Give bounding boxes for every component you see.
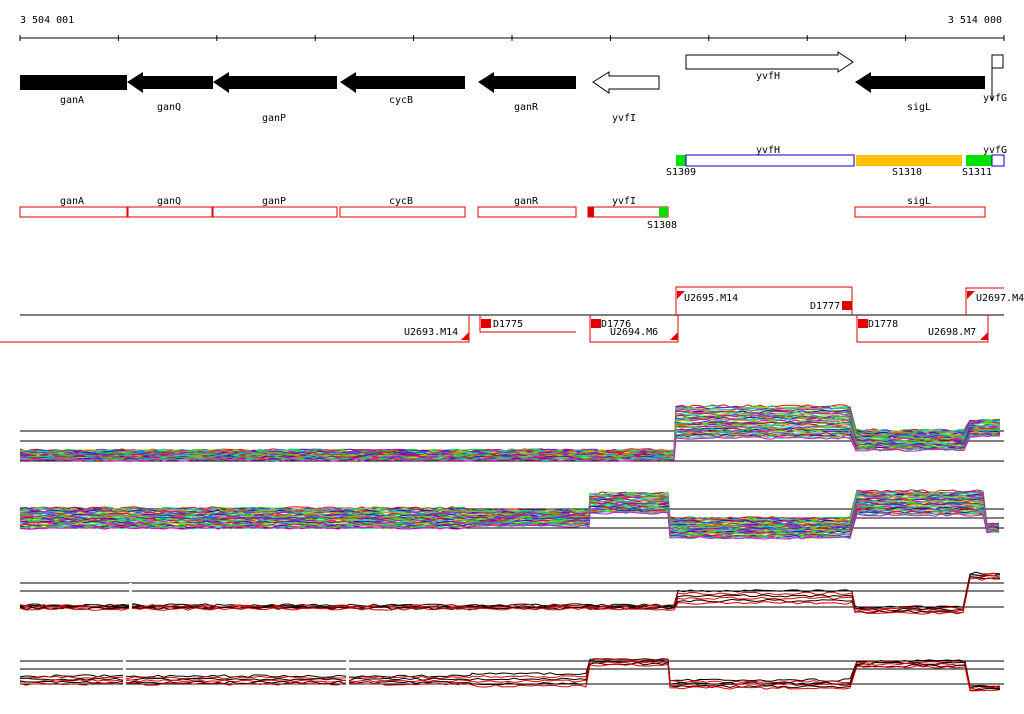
expression-profile <box>19 577 1001 615</box>
gene <box>340 72 465 93</box>
transcript-line <box>0 315 470 343</box>
transcript-label: D1776 <box>601 319 631 330</box>
gene-label: ganR <box>514 102 539 113</box>
transcript-end <box>980 332 988 340</box>
track-gap <box>129 583 132 612</box>
gene <box>592 71 660 94</box>
transcript-label: U2695.M14 <box>684 293 738 304</box>
gene-label: sigL <box>907 102 931 113</box>
operon-label: ganA <box>60 196 84 207</box>
gene-label: yvfI <box>612 113 636 124</box>
operon <box>854 206 986 218</box>
operons <box>19 206 986 218</box>
operon <box>127 206 213 218</box>
operon-label: ganR <box>514 196 539 207</box>
transcript-label: U2698.M7 <box>928 327 976 338</box>
operon <box>477 206 577 218</box>
operon-label: yvfI <box>612 196 636 207</box>
operon <box>339 206 466 218</box>
gene-label: yvfH <box>756 71 780 82</box>
transcript-line <box>965 287 1004 315</box>
gene <box>685 51 854 73</box>
transcript-end <box>967 291 975 299</box>
track-gap <box>123 657 126 690</box>
segments <box>676 154 1005 167</box>
transcript-line <box>675 286 852 315</box>
expression-profile <box>19 573 1001 612</box>
segment <box>991 154 1005 167</box>
segment-gene: yvfH <box>756 145 780 156</box>
transcript-label: D1778 <box>868 319 898 330</box>
transcript-label: D1777 <box>810 301 840 312</box>
expression-profile <box>19 573 1001 610</box>
segment <box>966 155 992 166</box>
expression-profile <box>19 660 1001 690</box>
segment <box>676 155 686 166</box>
transcript-end <box>461 332 469 340</box>
transcript-end <box>858 319 868 328</box>
expression-profile <box>19 510 1000 540</box>
segment-label: S1310 <box>892 167 922 178</box>
transcript-label: D1775 <box>493 319 523 330</box>
transcript-line <box>589 315 679 343</box>
transcript-end <box>670 332 678 340</box>
operon-label: sigL <box>907 196 931 207</box>
expression-profile <box>19 663 1001 692</box>
expression-tracks <box>19 404 1004 692</box>
operon-mark <box>659 207 668 217</box>
gene <box>478 72 576 93</box>
transcript-label: U2694.M6 <box>610 327 658 338</box>
transcripts: U2693.M14 D1775 D1776 U2694.M6 U2695.M14… <box>0 286 1024 343</box>
segment <box>685 154 855 167</box>
transcript-line <box>856 315 989 343</box>
transcript-end <box>677 291 685 299</box>
gene-label: ganQ <box>157 102 181 113</box>
gene-label: ganA <box>60 95 84 106</box>
operon-label: ganQ <box>157 196 181 207</box>
transcript-end <box>481 319 491 328</box>
gene <box>855 72 985 93</box>
operon-label: ganP <box>262 196 286 207</box>
transcript-label: U2697.M4 <box>976 293 1024 304</box>
expression-profile <box>19 660 1001 690</box>
segment <box>856 155 962 166</box>
gene-label: cycB <box>389 95 413 106</box>
gene <box>991 54 1004 69</box>
expression-profile <box>19 434 1001 462</box>
operon <box>212 206 338 218</box>
expression-profile <box>19 511 1000 540</box>
track-gap <box>346 657 349 690</box>
expression-profile <box>19 500 1000 530</box>
gene-arrows <box>20 51 1004 100</box>
operon <box>19 206 128 218</box>
gene <box>127 72 213 93</box>
transcript-line <box>479 315 576 333</box>
gene <box>213 72 337 93</box>
segment-label: S1308 <box>647 220 677 231</box>
transcript-end <box>591 319 601 328</box>
gene <box>20 75 127 90</box>
operon-label: cycB <box>389 196 413 207</box>
segment-label: S1309 <box>666 167 696 178</box>
ruler-end: 3 514 000 <box>948 15 1002 26</box>
gene-label: yvfG <box>983 93 1007 104</box>
transcript-label: U2693.M14 <box>404 327 458 338</box>
operon-mark <box>588 207 594 217</box>
ruler-ticks <box>19 35 1005 41</box>
transcript-end <box>842 301 852 310</box>
gene-label: ganP <box>262 113 286 124</box>
expression-profile <box>19 658 1001 689</box>
segment-gene: yvfG <box>983 145 1007 156</box>
ruler-start: 3 504 001 <box>20 15 74 26</box>
operon <box>587 206 669 218</box>
segment-label: S1311 <box>962 167 992 178</box>
